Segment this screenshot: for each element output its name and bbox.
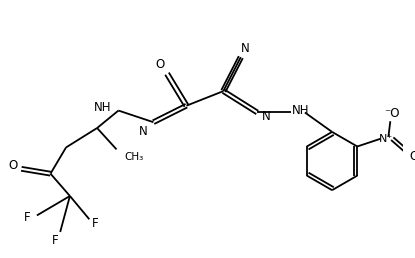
Text: N⁺: N⁺ [379,134,393,144]
Text: ⁻O: ⁻O [385,107,400,120]
Text: F: F [24,211,30,224]
Text: NH: NH [292,104,310,117]
Text: O: O [409,150,415,163]
Text: O: O [8,159,17,172]
Text: N: N [241,42,250,55]
Text: N: N [262,110,271,123]
Text: F: F [92,217,98,230]
Text: NH: NH [94,101,112,114]
Text: CH₃: CH₃ [124,152,144,162]
Text: F: F [52,234,59,247]
Text: N: N [139,125,148,138]
Text: O: O [156,58,165,71]
